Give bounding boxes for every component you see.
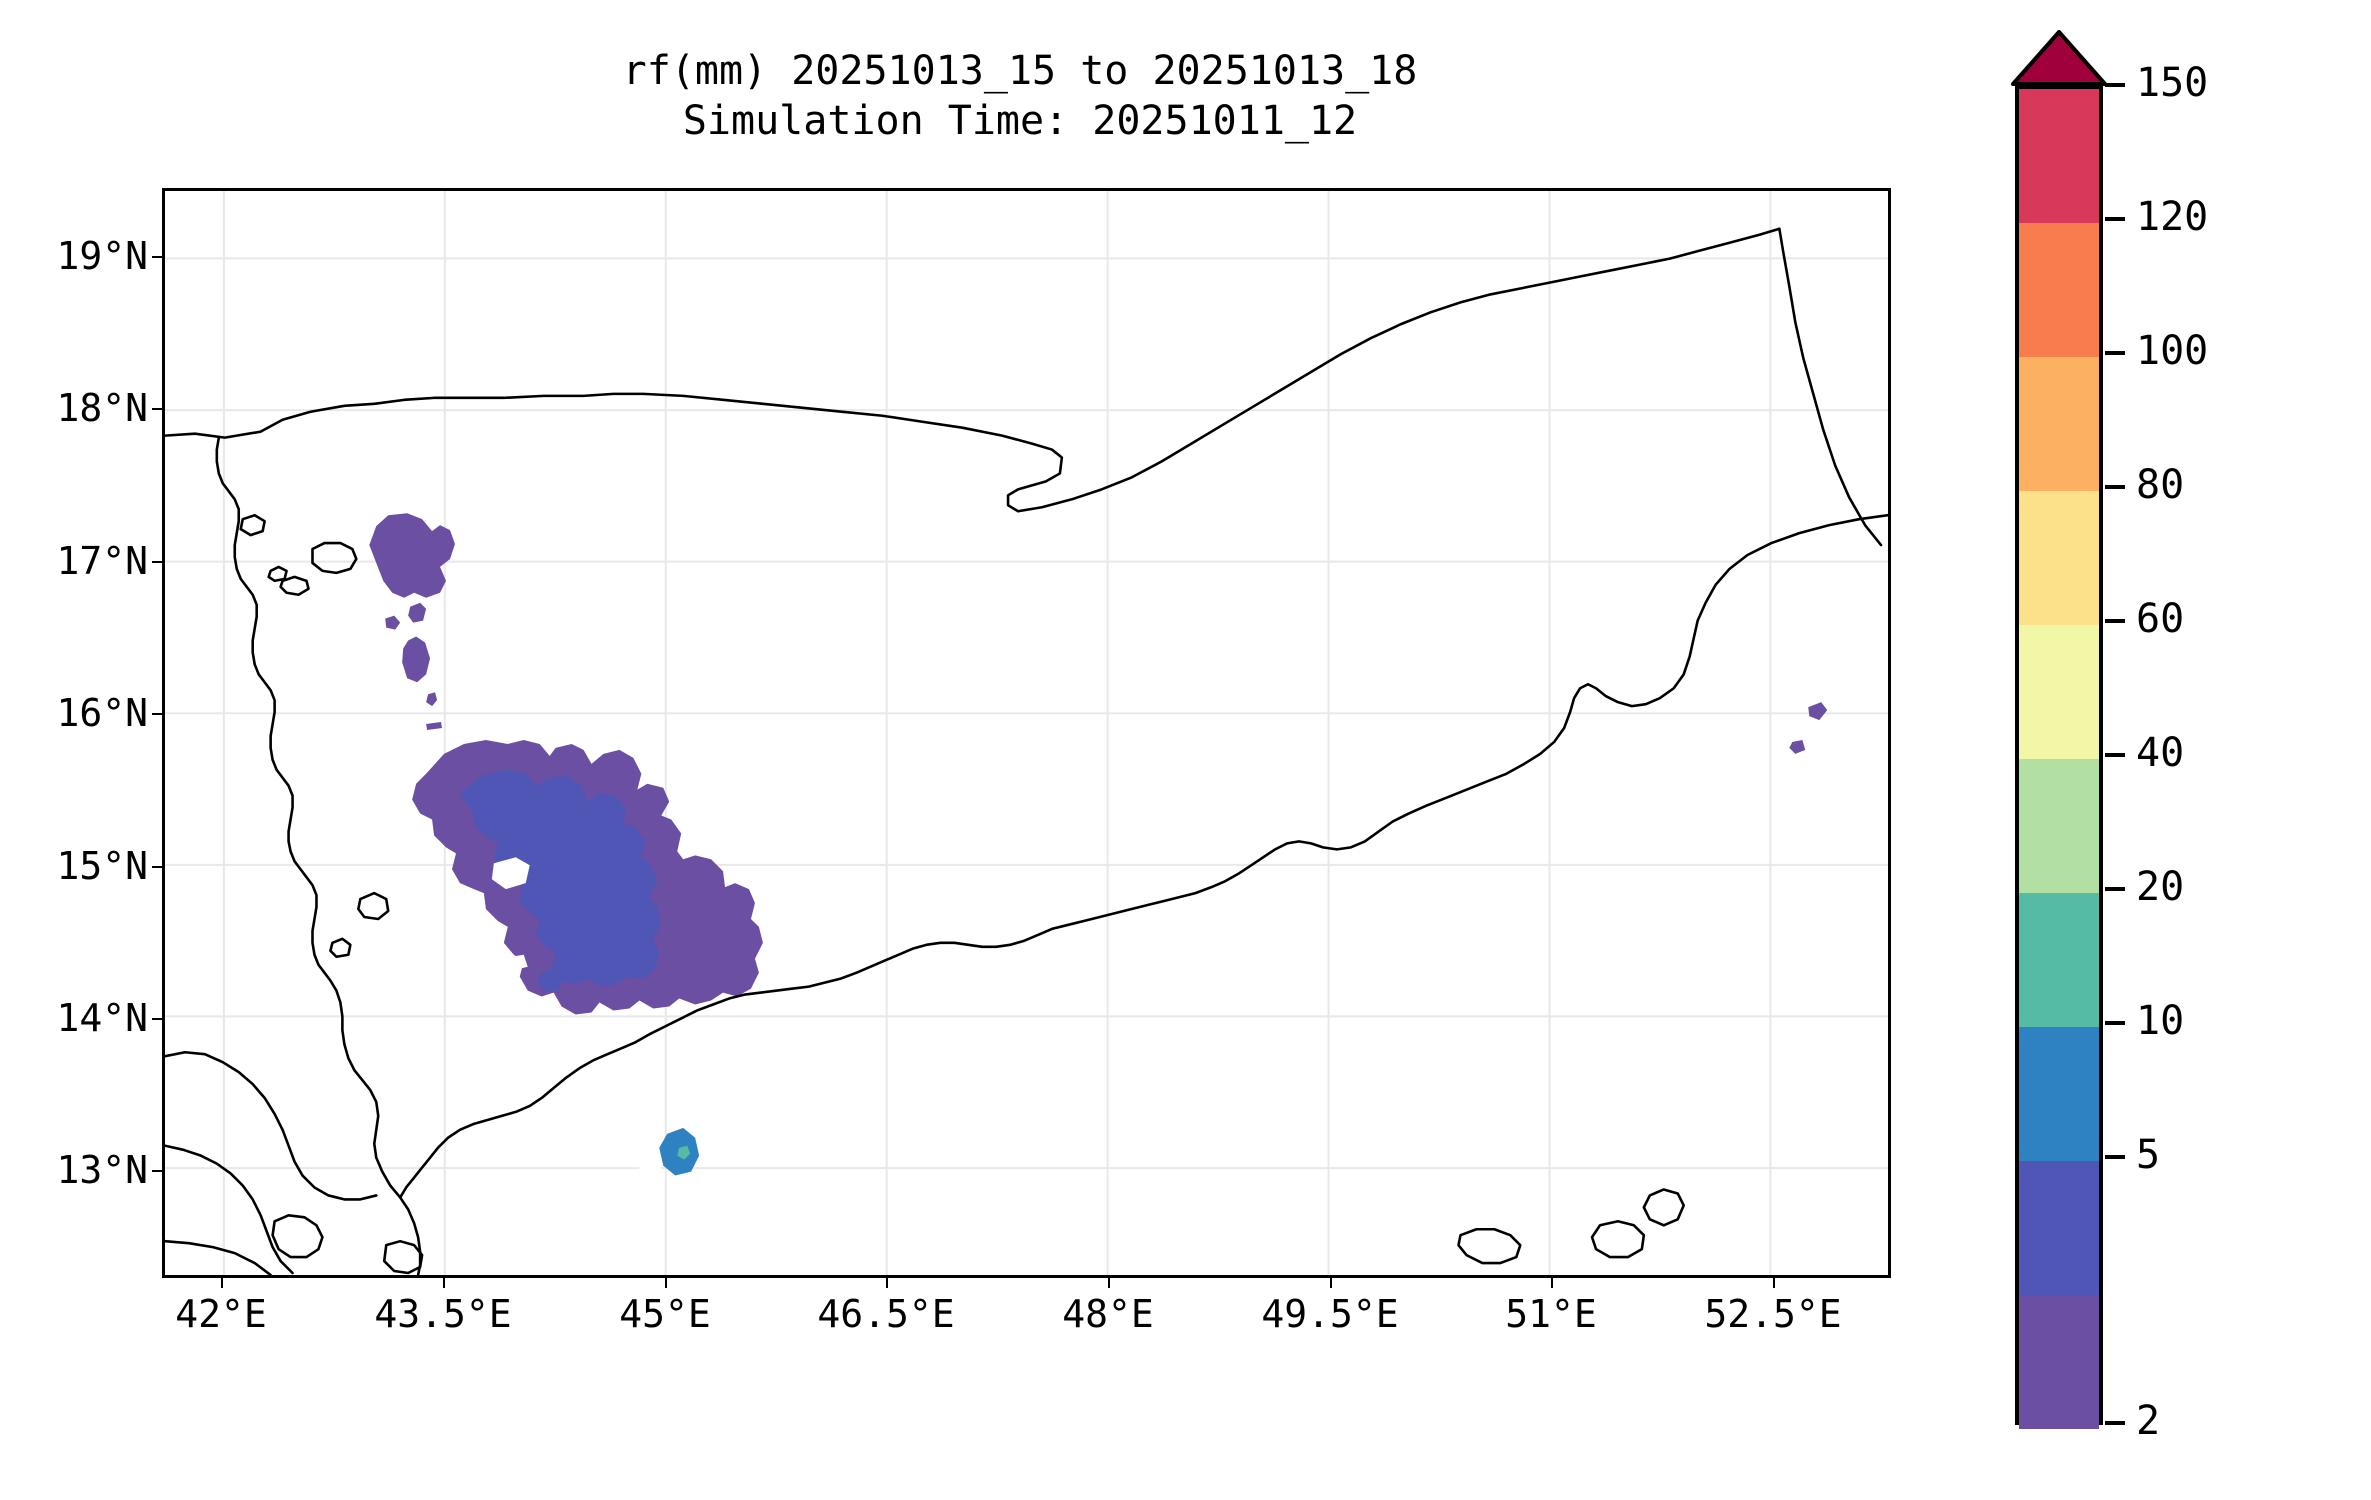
colorbar-tick (2105, 485, 2125, 489)
x-tick-label: 46.5°E (817, 1292, 955, 1336)
colorbar-segment-120-150 (2019, 89, 2099, 223)
y-tick-mark (152, 1018, 162, 1020)
colorbar-tick (2105, 351, 2125, 355)
colorbar-label-100: 100 (2136, 328, 2209, 374)
colorbar-tick (2105, 753, 2125, 757)
contour-hole (491, 857, 530, 890)
y-tick-label: 17°N (56, 539, 148, 583)
colorbar-segment-5-10 (2019, 1027, 2099, 1161)
contour-spot-socotra (1808, 702, 1828, 721)
colorbar-tick (2105, 1155, 2125, 1159)
contour-spot-socotra (1789, 739, 1806, 754)
y-tick-mark (152, 256, 162, 258)
x-tick-label: 48°E (1062, 1292, 1154, 1336)
map-coastlines (165, 227, 1888, 1275)
contour-band-5-10 (537, 968, 564, 991)
colorbar-label-120: 120 (2136, 194, 2209, 240)
y-tick-mark (152, 866, 162, 868)
colorbar-extend-arrow (2011, 30, 2107, 86)
colorbar-tick (2105, 217, 2125, 221)
colorbar-tick (2105, 1421, 2125, 1425)
x-tick-mark (443, 1278, 445, 1288)
contour-band-2-5 (408, 602, 427, 623)
colorbar-label-150: 150 (2136, 60, 2209, 106)
contour-hole (597, 1076, 638, 1112)
colorbar-segment-2-5 (2019, 1161, 2099, 1295)
contour-band-20-40 (677, 1145, 691, 1160)
contour-band-5-10 (551, 924, 578, 947)
y-tick-label: 16°N (56, 691, 148, 735)
colorbar[interactable] (2015, 85, 2103, 1429)
contour-hole (639, 1163, 666, 1190)
contour-band-5-10 (459, 769, 662, 987)
gridlines (165, 191, 1888, 1275)
x-tick-label: 51°E (1505, 1292, 1597, 1336)
y-tick-mark (152, 713, 162, 715)
title-line-1: rf(mm) 20251013_15 to 20251013_18 (622, 48, 1418, 94)
colorbar-segment-20-40 (2019, 759, 2099, 893)
colorbar-tick (2105, 619, 2125, 623)
colorbar-label-40: 40 (2136, 730, 2185, 776)
x-tick-mark (1773, 1278, 1775, 1288)
contour-band-2-5 (385, 615, 401, 630)
contour-band-2-5 (426, 692, 438, 707)
y-tick-label: 19°N (56, 234, 148, 278)
colorbar-label-5: 5 (2136, 1132, 2161, 1178)
colorbar-segment-below-2 (2019, 1295, 2099, 1429)
x-tick-mark (665, 1278, 667, 1288)
x-tick-mark (1108, 1278, 1110, 1288)
map-axes (162, 188, 1891, 1278)
colorbar-segment-40-60 (2019, 625, 2099, 759)
map-plot-area (165, 191, 1888, 1275)
x-tick-label: 49.5°E (1261, 1292, 1399, 1336)
y-tick-label: 15°N (56, 844, 148, 888)
colorbar-label-60: 60 (2136, 596, 2185, 642)
colorbar-tick (2105, 887, 2125, 891)
x-tick-mark (1330, 1278, 1332, 1288)
colorbar-segment-80-100 (2019, 357, 2099, 491)
colorbar-segment-100-120 (2019, 223, 2099, 357)
contour-band-2-5 (402, 636, 431, 683)
colorbar-label-2: 2 (2136, 1398, 2161, 1444)
contour-hole (607, 1119, 648, 1154)
colorbar-segment-10-20 (2019, 893, 2099, 1027)
y-tick-label: 18°N (56, 386, 148, 430)
contour-hole (497, 954, 528, 973)
colorbar-tick (2105, 83, 2125, 87)
colorbar-segment-60-80 (2019, 491, 2099, 625)
y-tick-mark (152, 1170, 162, 1172)
rainfall-contours (369, 513, 1828, 1190)
y-tick-mark (152, 408, 162, 410)
colorbar-label-10: 10 (2136, 998, 2185, 1044)
chart-title: rf(mm) 20251013_15 to 20251013_18 Simula… (160, 46, 1880, 146)
contour-band-2-5 (369, 513, 455, 598)
title-line-2: Simulation Time: 20251011_12 (682, 98, 1358, 144)
contour-band-2-5 (426, 722, 443, 731)
y-tick-label: 14°N (56, 996, 148, 1040)
y-tick-label: 13°N (56, 1148, 148, 1192)
colorbar-tick (2105, 1021, 2125, 1025)
x-tick-mark (1551, 1278, 1553, 1288)
x-tick-label: 43.5°E (374, 1292, 512, 1336)
x-tick-mark (221, 1278, 223, 1288)
x-tick-label: 52.5°E (1704, 1292, 1842, 1336)
x-tick-label: 42°E (175, 1292, 267, 1336)
y-tick-mark (152, 561, 162, 563)
colorbar-label-80: 80 (2136, 462, 2185, 508)
x-tick-label: 45°E (619, 1292, 711, 1336)
colorbar-label-20: 20 (2136, 864, 2185, 910)
x-tick-mark (886, 1278, 888, 1288)
